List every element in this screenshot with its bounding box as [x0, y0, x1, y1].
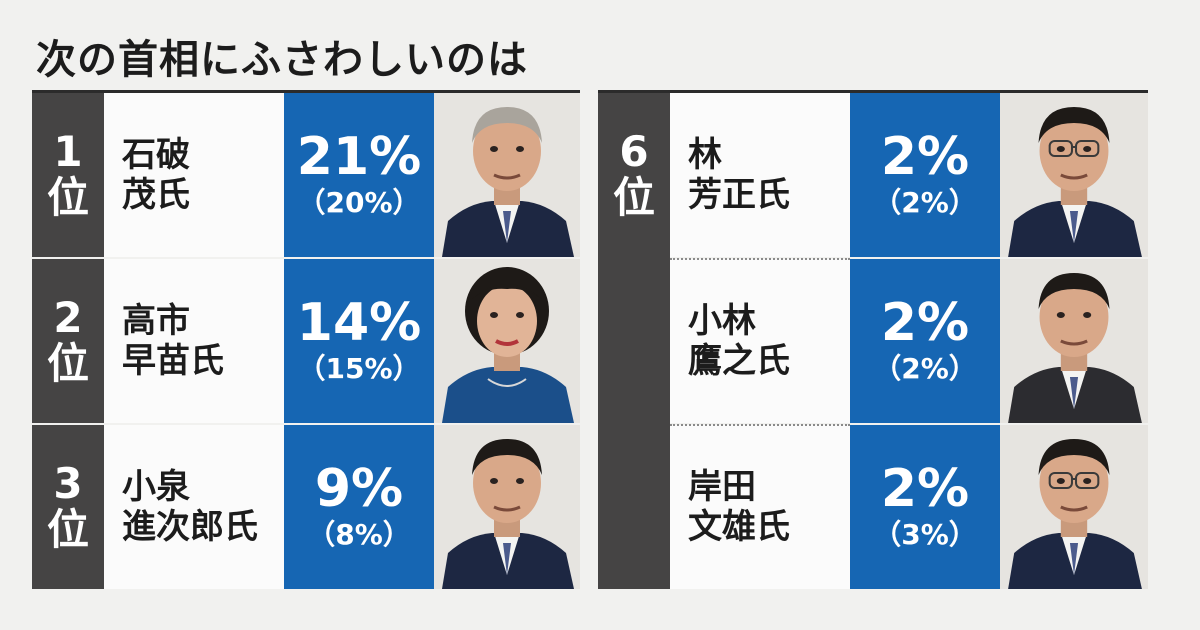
candidate-name: 石破 茂氏 [104, 93, 284, 257]
rank-number: 1 [53, 127, 83, 176]
candidate-name: 小林 鷹之氏 [670, 259, 850, 423]
candidate-name: 林 芳正氏 [670, 93, 850, 257]
candidate-photo [434, 259, 580, 423]
candidate-photo [1000, 93, 1148, 257]
previous-percent: （2%） [873, 186, 977, 219]
title-rule-right [598, 90, 1148, 93]
rank-suffix: 位 [46, 339, 89, 388]
previous-percent: （3%） [873, 518, 977, 551]
percent-cell: 2% （3%） [850, 425, 1000, 589]
percent-value: 9% [314, 459, 404, 519]
candidate-photo [434, 93, 580, 257]
percent-cell: 14% （15%） [284, 259, 434, 423]
row-separator [670, 424, 850, 426]
candidate-photo [1000, 259, 1148, 423]
candidate-photo [434, 425, 580, 589]
portrait-image [434, 259, 580, 423]
rank-number: 2 [53, 293, 83, 342]
portrait-image [434, 425, 580, 589]
rank-suffix: 位 [46, 505, 89, 554]
portrait-image [1000, 259, 1148, 423]
previous-percent: （15%） [297, 352, 421, 385]
portrait-image [1000, 93, 1148, 257]
percent-value: 2% [880, 293, 970, 353]
candidate-name: 岸田 文雄氏 [670, 425, 850, 589]
rank-number: 3 [53, 459, 83, 508]
portrait-image [1000, 425, 1148, 589]
chart-title: 次の首相にふさわしいのは [36, 37, 528, 83]
previous-percent: （20%） [297, 186, 421, 219]
previous-percent: （2%） [873, 352, 977, 385]
previous-percent: （8%） [307, 518, 411, 551]
percent-value: 14% [296, 293, 422, 353]
title-rule-left [32, 90, 580, 93]
percent-cell: 2% （2%） [850, 93, 1000, 257]
candidate-name: 高市 早苗氏 [104, 259, 284, 423]
rank-suffix: 位 [46, 173, 89, 222]
portrait-image [434, 93, 580, 257]
candidate-photo [1000, 425, 1148, 589]
percent-cell: 9% （8%） [284, 425, 434, 589]
percent-value: 2% [880, 127, 970, 187]
rank-number: 6 [619, 127, 649, 176]
percent-value: 21% [296, 127, 422, 187]
candidate-name: 小泉 進次郎氏 [104, 425, 284, 589]
percent-cell: 21% （20%） [284, 93, 434, 257]
row-separator [670, 258, 850, 260]
percent-cell: 2% （2%） [850, 259, 1000, 423]
percent-value: 2% [880, 459, 970, 519]
rank-suffix: 位 [612, 173, 655, 222]
